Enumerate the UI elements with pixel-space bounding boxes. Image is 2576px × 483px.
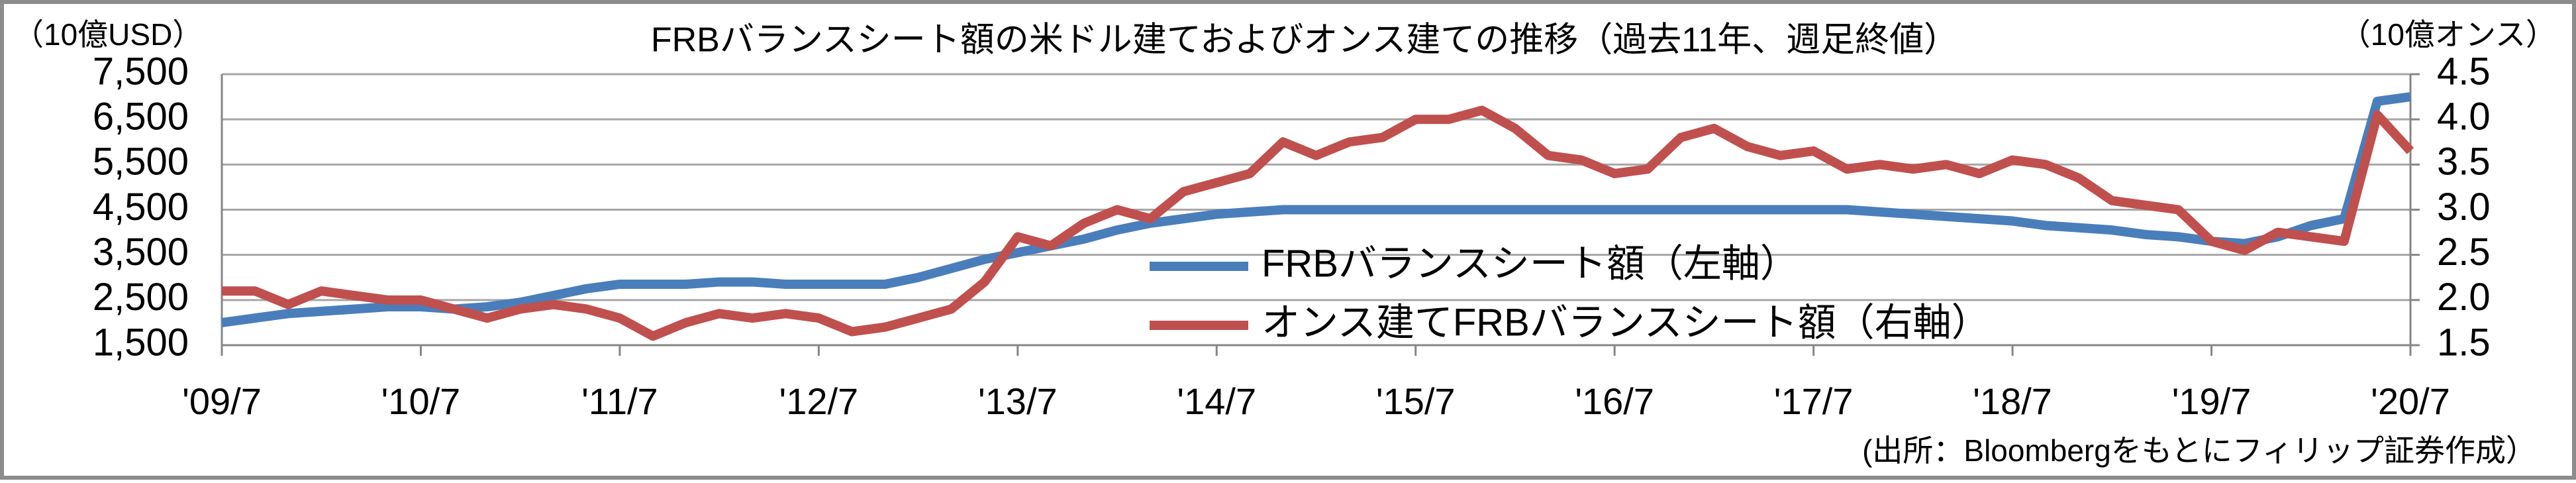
chart-title: FRBバランスシート額の米ドル建ておよびオンス建ての推移（過去11年、週足終値） xyxy=(651,21,1958,60)
y-tick-label: 5,500 xyxy=(93,140,189,184)
y2-tick-label: 2.5 xyxy=(2437,231,2491,274)
x-tick-label: '16/7 xyxy=(1575,380,1654,422)
data-line xyxy=(222,105,2414,341)
x-tick-label: '14/7 xyxy=(1177,380,1256,422)
data-line xyxy=(221,92,2411,327)
x-tick-label: '15/7 xyxy=(1376,380,1456,422)
y2-tick-label: 2.0 xyxy=(2437,276,2491,319)
source-note: (出所：Bloombergをもとにフィリップ証券作成） xyxy=(1862,433,2536,468)
y2-axis-label: （10億オンス） xyxy=(2340,17,2556,52)
x-tick-label: '09/7 xyxy=(182,380,262,422)
x-tick-label: '18/7 xyxy=(1973,380,2052,422)
y2-tick-label: 3.5 xyxy=(2437,140,2491,184)
x-tick-label: '17/7 xyxy=(1774,380,1854,422)
x-tick-label: '12/7 xyxy=(779,380,859,422)
y-tick-label: 4,500 xyxy=(93,186,189,229)
x-tick-label: '20/7 xyxy=(2371,380,2450,422)
x-tick-label: '10/7 xyxy=(381,380,461,422)
y-tick-label: 1,500 xyxy=(93,321,189,364)
y-tick-label: 7,500 xyxy=(93,50,189,93)
y-axis-label: （10億USD） xyxy=(13,17,203,52)
legend-label: オンス建てFRBバランスシート額（右軸） xyxy=(1262,301,1990,344)
x-tick-label: '11/7 xyxy=(581,380,658,422)
legend-label: FRBバランスシート額（左軸） xyxy=(1262,242,1799,285)
x-tick-label: '19/7 xyxy=(2172,380,2252,422)
y-tick-label: 2,500 xyxy=(93,276,189,319)
y-tick-label: 6,500 xyxy=(93,95,189,138)
y2-tick-label: 3.0 xyxy=(2437,186,2491,229)
y2-tick-label: 4.5 xyxy=(2437,50,2491,93)
x-tick-label: '13/7 xyxy=(978,380,1058,422)
y-tick-label: 3,500 xyxy=(93,231,189,274)
y2-tick-label: 1.5 xyxy=(2437,321,2491,364)
y2-tick-label: 4.0 xyxy=(2437,95,2491,138)
